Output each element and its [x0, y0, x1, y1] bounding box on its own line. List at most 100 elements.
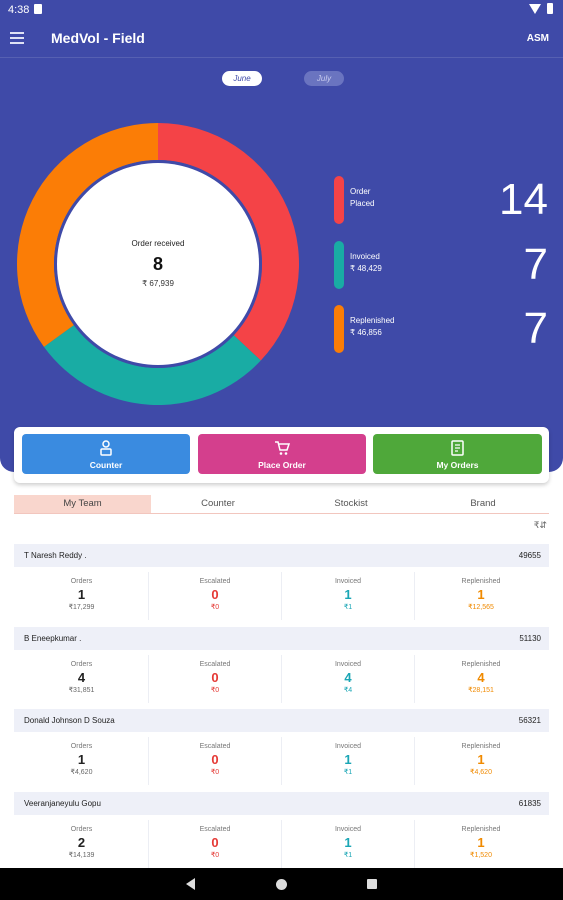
month-july-pill[interactable]: July	[304, 71, 344, 86]
orders-label: Orders	[70, 661, 93, 668]
invoiced-cell: Invoiced 1 ₹1	[281, 737, 414, 785]
place-order-button-label: Place Order	[258, 460, 306, 470]
team-member-card[interactable]: Veeranjaneyulu Gopu 61835 Orders 2 ₹14,1…	[14, 792, 549, 874]
sort-icon[interactable]: ₹⇵	[533, 520, 547, 530]
stat-label: Order	[350, 187, 371, 196]
back-icon[interactable]	[186, 878, 195, 890]
invoiced-amount: ₹1	[343, 604, 353, 611]
recent-apps-icon[interactable]	[367, 879, 377, 889]
member-name: B Eneepkumar .	[24, 634, 82, 643]
team-member-card[interactable]: T Naresh Reddy . 49655 Orders 1 ₹17,299 …	[14, 544, 549, 626]
orders-cell: Orders 1 ₹17,299	[15, 572, 148, 620]
stat-replenished[interactable]: Replenished ₹ 46,856 7	[334, 304, 554, 353]
orders-list-icon	[450, 440, 464, 456]
escalated-label: Escalated	[199, 578, 231, 585]
orders-cell: Orders 2 ₹14,139	[15, 820, 148, 868]
orders-cell: Orders 1 ₹4,620	[15, 737, 148, 785]
stat-amount: ₹ 48,429	[350, 264, 382, 273]
member-header: Veeranjaneyulu Gopu 61835	[14, 792, 549, 815]
role-label[interactable]: ASM	[526, 33, 549, 44]
counter-icon	[100, 440, 112, 456]
system-nav-bar	[0, 868, 563, 900]
stat-color-bar	[334, 305, 344, 353]
member-name: T Naresh Reddy .	[24, 551, 87, 560]
invoiced-amount: ₹1	[343, 769, 353, 776]
member-name: Donald Johnson D Souza	[24, 716, 115, 725]
donut-segment	[158, 123, 299, 361]
donut-center-label: Order received	[131, 239, 185, 248]
donut-center: Order received 8 ₹ 67,939	[16, 122, 300, 406]
donut-center-amount: ₹ 67,939	[142, 279, 174, 288]
replenished-label: Replenished	[461, 743, 501, 750]
replenished-label: Replenished	[461, 661, 501, 668]
cart-icon	[275, 441, 290, 455]
counter-button[interactable]: Counter	[22, 434, 190, 474]
action-card: Counter Place Order My Orders	[14, 427, 549, 483]
tab-stockist[interactable]: Stockist	[334, 498, 368, 509]
escalated-label: Escalated	[199, 743, 231, 750]
donut-segment	[17, 123, 159, 347]
invoiced-count: 4	[344, 670, 352, 685]
escalated-amount: ₹0	[210, 604, 220, 611]
member-code: 49655	[518, 551, 541, 560]
replenished-count: 1	[477, 835, 485, 850]
invoiced-count: 1	[344, 752, 352, 767]
app-title: MedVol - Field	[51, 30, 145, 46]
orders-count: 4	[77, 670, 86, 685]
tab-brand[interactable]: Brand	[470, 498, 496, 509]
status-icons	[529, 3, 553, 14]
escalated-count: 0	[211, 752, 219, 767]
tab-counter[interactable]: Counter	[201, 498, 235, 509]
stat-invoiced[interactable]: Invoiced ₹ 48,429 7	[334, 240, 554, 289]
replenished-cell: Replenished 1 ₹4,620	[414, 737, 547, 785]
status-time: 4:38	[8, 4, 30, 16]
team-tabs: My Team Counter Stockist Brand	[14, 495, 549, 514]
stat-label: Invoiced	[350, 252, 380, 261]
member-header: Donald Johnson D Souza 56321	[14, 709, 549, 732]
orders-count: 1	[77, 752, 86, 767]
escalated-cell: Escalated 0 ₹0	[148, 655, 281, 703]
orders-label: Orders	[70, 826, 93, 833]
team-member-card[interactable]: Donald Johnson D Souza 56321 Orders 1 ₹4…	[14, 709, 549, 791]
stat-value: 7	[523, 304, 548, 353]
escalated-amount: ₹0	[210, 687, 220, 694]
member-code: 56321	[518, 716, 541, 725]
escalated-label: Escalated	[199, 661, 231, 668]
orders-amount: ₹4,620	[70, 769, 93, 776]
replenished-amount: ₹1,520	[470, 852, 492, 859]
replenished-count: 4	[477, 670, 485, 685]
counter-button-label: Counter	[89, 460, 123, 470]
stat-sublabel: Placed	[350, 199, 375, 208]
replenished-count: 1	[477, 587, 485, 602]
invoiced-label: Invoiced	[334, 578, 362, 585]
orders-label: Orders	[70, 743, 93, 750]
summary-panel: 4:38 MedVol - Field ASM June July Order …	[0, 0, 563, 472]
status-bar: 4:38	[0, 0, 563, 20]
escalated-count: 0	[211, 835, 219, 850]
escalated-cell: Escalated 0 ₹0	[148, 572, 281, 620]
invoiced-amount: ₹1	[343, 852, 353, 859]
stat-value: 7	[523, 240, 548, 289]
orders-amount: ₹17,299	[68, 604, 95, 611]
invoiced-count: 1	[344, 835, 352, 850]
stat-order-placed[interactable]: Order Placed 14	[334, 175, 554, 224]
menu-icon[interactable]	[10, 32, 24, 44]
donut-center-disc	[57, 163, 259, 365]
tab-my-team[interactable]: My Team	[14, 495, 151, 513]
replenished-amount: ₹12,565	[468, 604, 494, 611]
invoiced-amount: ₹4	[343, 687, 353, 694]
replenished-count: 1	[477, 752, 485, 767]
invoiced-cell: Invoiced 1 ₹1	[281, 820, 414, 868]
replenished-cell: Replenished 1 ₹1,520	[414, 820, 547, 868]
my-orders-button[interactable]: My Orders	[373, 434, 542, 474]
place-order-button[interactable]: Place Order	[198, 434, 366, 474]
escalated-cell: Escalated 0 ₹0	[148, 820, 281, 868]
order-donut-chart: Order received 8 ₹ 67,939	[16, 122, 300, 406]
month-june-pill[interactable]: June	[222, 71, 262, 86]
replenished-amount: ₹28,151	[468, 687, 494, 694]
donut-svg	[17, 123, 299, 405]
stat-value: 14	[499, 175, 548, 224]
donut-center-value: 8	[152, 254, 163, 274]
team-member-card[interactable]: B Eneepkumar . 51130 Orders 4 ₹31,851 Es…	[14, 627, 549, 709]
home-icon[interactable]	[276, 879, 287, 890]
